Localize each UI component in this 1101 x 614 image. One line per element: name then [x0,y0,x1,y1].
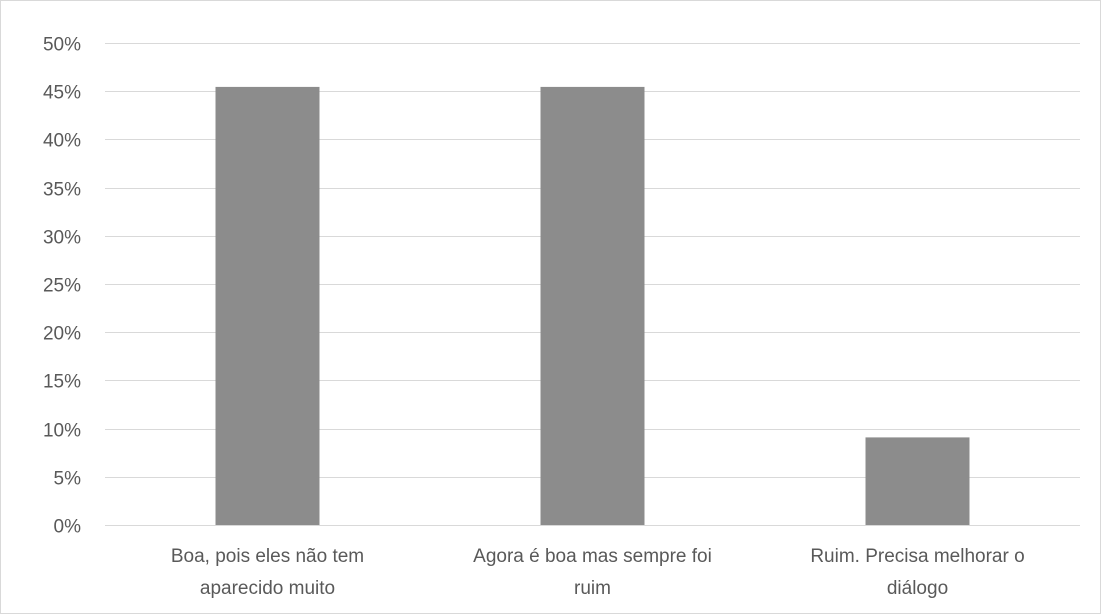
y-tick-label: 20% [43,324,81,345]
category-label-1-line-1: Boa, pois eles não tem [171,546,364,567]
bar-1 [215,86,320,526]
category-label-3-line-1: Ruim. Precisa melhorar o [810,546,1024,567]
y-tick-label: 25% [43,276,81,297]
y-axis-tick-labels: 0% 5% 10% 15% 20% 25% 30% 35% 40% 45% 50% [43,35,81,538]
y-tick-label: 30% [43,228,81,249]
category-label-2-line-2: ruim [574,578,611,599]
bar-2 [540,86,645,526]
y-tick-label: 10% [43,421,81,442]
category-label-2-line-1: Agora é boa mas sempre foi [473,546,712,567]
y-tick-label: 50% [43,35,81,56]
x-axis-category-labels: Boa, pois eles não tem aparecido muito Ago… [171,546,1025,599]
y-tick-label: 40% [43,131,81,152]
y-tick-label: 45% [43,83,81,104]
y-tick-label: 0% [54,517,82,538]
y-tick-label: 5% [54,469,82,490]
bars [215,86,970,526]
y-tick-label: 15% [43,372,81,393]
y-tick-label: 35% [43,180,81,201]
bar-3 [865,437,970,525]
category-label-3-line-2: diálogo [887,578,948,599]
category-label-1-line-2: aparecido muito [200,578,335,599]
